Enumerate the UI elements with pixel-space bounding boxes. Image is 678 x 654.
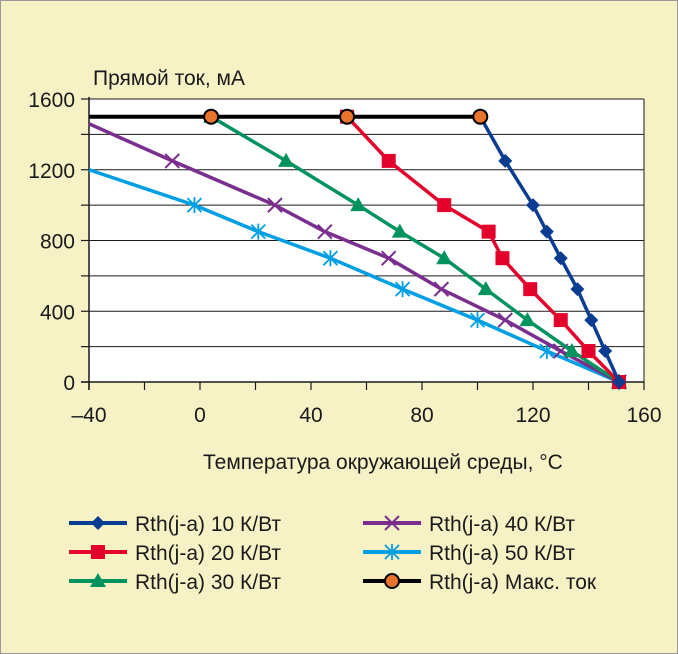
triangle-marker	[477, 281, 494, 296]
circle-marker	[384, 573, 400, 589]
x-marker	[497, 312, 513, 328]
legend-label: Rth(j-a) 50 К/Вт	[429, 542, 575, 565]
tick-labels: 0 400 800 1200 1600 –40 0 40 80 120 160	[28, 89, 661, 427]
gridlines	[89, 98, 645, 382]
square-marker	[495, 251, 510, 266]
asterisk-marker	[322, 250, 339, 267]
circle-marker	[472, 108, 489, 125]
x-marker	[317, 223, 333, 240]
diamond-marker	[498, 153, 513, 168]
y-tick-label: 1600	[28, 89, 75, 112]
x-tick-label: 120	[515, 404, 550, 427]
x-marker	[380, 250, 397, 266]
diamond-marker	[553, 251, 568, 266]
legend: Rth(j-a) 10 К/Вт Rth(j-a) 20 К/Вт Rth(j-a)…	[69, 513, 597, 594]
legend-label: Rth(j-a) 40 К/Вт	[429, 513, 575, 536]
x-axis-label: Температура окружающей среды, °C	[203, 451, 563, 474]
diamond-marker	[570, 282, 585, 297]
legend-item: Rth(j-a) 10 К/Вт	[69, 513, 281, 536]
diamond-marker	[539, 224, 554, 239]
asterisk-marker	[394, 281, 411, 298]
legend-label: Rth(j-a) 20 К/Вт	[135, 542, 281, 565]
triangle-marker	[350, 197, 367, 212]
circle-marker	[339, 108, 356, 125]
series-layer	[88, 108, 628, 390]
series-line	[88, 168, 620, 384]
square-marker	[381, 153, 396, 168]
square-marker	[523, 282, 538, 297]
triangle-marker	[563, 343, 580, 358]
x-marker	[164, 153, 180, 169]
legend-label: Rth(j-a) 10 К/Вт	[135, 513, 281, 536]
triangle-marker	[391, 223, 408, 238]
x-marker	[433, 281, 450, 297]
diamond-marker	[612, 375, 627, 389]
triangle-marker	[90, 573, 106, 587]
axes	[81, 97, 645, 390]
y-tick-label: 400	[40, 301, 75, 324]
square-marker	[553, 313, 568, 328]
x-tick-label: –40	[71, 404, 106, 427]
x-tick-label: 160	[626, 404, 661, 427]
diamond-marker	[598, 344, 613, 359]
x-tick-label: 40	[299, 404, 322, 427]
x-marker	[384, 515, 400, 531]
legend-label: Rth(j-a) Макс. ток	[429, 571, 597, 594]
square-marker	[437, 198, 452, 213]
diamond-marker	[526, 198, 540, 213]
square-marker	[581, 344, 596, 359]
y-tick-label: 800	[40, 231, 75, 254]
triangle-marker	[519, 312, 536, 327]
x-tick-label: 0	[194, 404, 206, 427]
asterisk-marker	[250, 223, 266, 240]
series-5	[88, 168, 627, 390]
square-marker	[91, 545, 105, 559]
diamond-marker	[584, 313, 599, 328]
y-tick-label: 1200	[28, 160, 75, 183]
diamond-marker	[91, 516, 105, 530]
legend-item: Rth(j-a) 30 К/Вт	[69, 571, 281, 594]
asterisk-marker	[469, 312, 486, 329]
circle-marker	[203, 108, 220, 125]
x-marker	[267, 197, 283, 213]
triangle-marker	[278, 152, 295, 167]
legend-item: Rth(j-a) Макс. ток	[363, 571, 597, 594]
y-tick-label: 0	[63, 372, 75, 395]
series-6	[89, 108, 489, 125]
asterisk-marker	[384, 544, 400, 560]
legend-label: Rth(j-a) 30 К/Вт	[135, 571, 281, 594]
legend-item: Rth(j-a) 40 К/Вт	[363, 513, 575, 536]
legend-item: Rth(j-a) 20 К/Вт	[69, 542, 281, 565]
legend-item: Rth(j-a) 50 К/Вт	[363, 542, 575, 565]
asterisk-marker	[186, 197, 203, 214]
y-axis-label: Прямой ток, мА	[93, 67, 245, 90]
triangle-marker	[436, 250, 453, 265]
square-marker	[481, 224, 496, 239]
x-tick-label: 80	[410, 404, 433, 427]
